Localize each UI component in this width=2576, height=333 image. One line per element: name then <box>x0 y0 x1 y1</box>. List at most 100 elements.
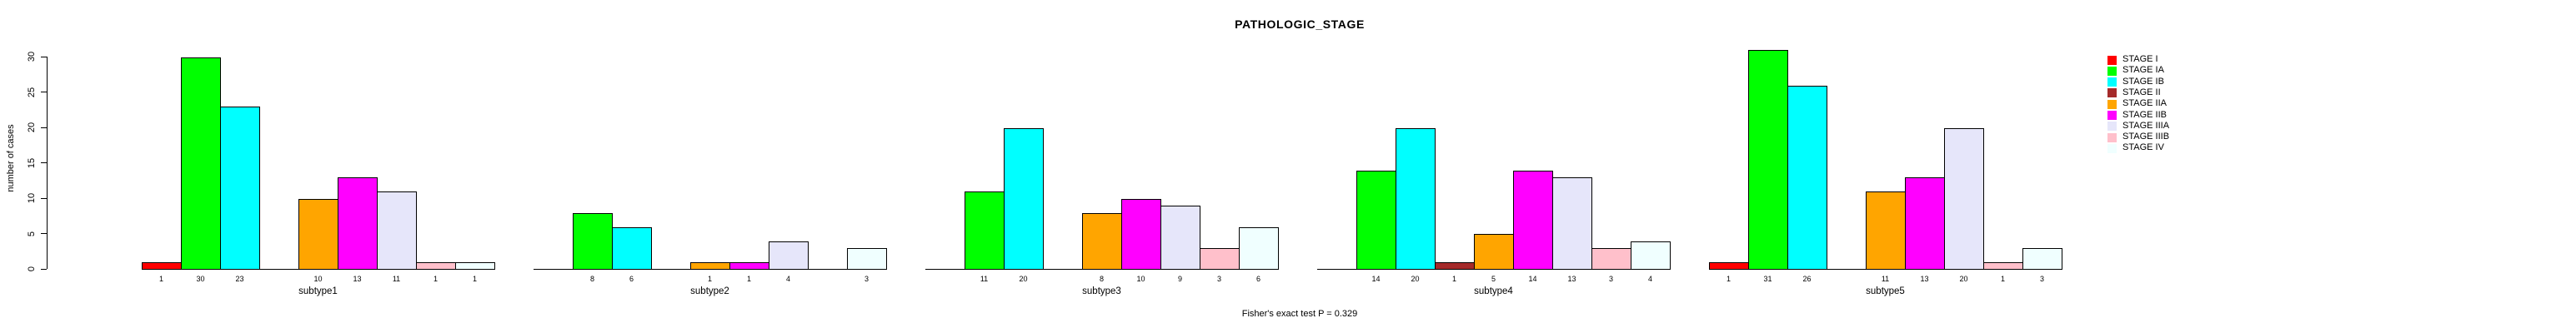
y-tick-label: 20 <box>27 122 37 133</box>
bar-value-label: 14 <box>1371 275 1381 283</box>
legend-swatch-stage-i <box>2107 55 2117 65</box>
bar-value-label: 23 <box>235 275 244 283</box>
y-tick-mark <box>41 162 47 163</box>
bar-stage-ib-subtype2 <box>612 227 652 270</box>
bar-stage-iiia-subtype1 <box>377 191 417 270</box>
bar-stage-iv-subtype2 <box>847 248 887 270</box>
y-tick-label: 15 <box>27 157 37 168</box>
legend-label-stage-iiia: STAGE IIIA <box>2122 120 2170 131</box>
y-axis-label: number of cases <box>6 124 16 192</box>
legend-label-stage-ib: STAGE IB <box>2122 76 2164 87</box>
x-category-label-subtype4: subtype4 <box>1474 286 1513 296</box>
legend-swatch-stage-ia <box>2107 66 2117 76</box>
bar-stage-i-subtype5 <box>1709 262 1749 270</box>
legend-label-stage-iiib: STAGE IIIB <box>2122 132 2170 142</box>
bar-stage-iiia-subtype5 <box>1944 128 1984 270</box>
bar-value-label: 1 <box>472 275 478 283</box>
bar-stage-iia-subtype3 <box>1082 213 1122 270</box>
bar-stage-iia-subtype4 <box>1474 234 1514 270</box>
y-tick-mark <box>41 197 47 199</box>
bar-stage-iib-subtype5 <box>1905 177 1945 270</box>
bar-value-label: 10 <box>313 275 323 283</box>
y-axis-line <box>47 57 48 269</box>
bar-value-label: 11 <box>980 275 989 283</box>
bar-value-label: 1 <box>1451 275 1457 283</box>
bar-value-label: 1 <box>158 275 164 283</box>
x-category-label-subtype3: subtype3 <box>1082 286 1121 296</box>
x-category-label-subtype1: subtype1 <box>298 286 338 296</box>
bar-stage-iib-subtype2 <box>729 262 769 270</box>
bar-value-label: 11 <box>1881 275 1890 283</box>
legend-label-stage-ia: STAGE IA <box>2122 65 2164 76</box>
bar-stage-iiib-subtype3 <box>1200 248 1240 270</box>
bar-stage-iv-subtype5 <box>2022 248 2062 270</box>
bar-stage-ia-subtype1 <box>181 57 221 270</box>
bar-stage-iib-subtype3 <box>1121 199 1161 270</box>
bar-value-label: 20 <box>1019 275 1028 283</box>
bar-stage-iiib-subtype5 <box>1983 262 2023 270</box>
bar-stage-ia-subtype5 <box>1748 50 1788 270</box>
bar-value-label: 3 <box>2039 275 2045 283</box>
legend-label-stage-iv: STAGE IV <box>2122 142 2164 153</box>
x-category-label-subtype2: subtype2 <box>690 286 729 296</box>
fisher-test-annotation: Fisher's exact test P = 0.329 <box>1241 309 1358 319</box>
bar-stage-ib-subtype4 <box>1396 128 1436 270</box>
bar-stage-ii-subtype4 <box>1435 262 1475 270</box>
bar-value-label: 13 <box>1920 275 1929 283</box>
bar-stage-iv-subtype3 <box>1239 227 1279 270</box>
legend-swatch-stage-iv <box>2107 143 2117 153</box>
legend-label-stage-iib: STAGE IIB <box>2122 109 2167 120</box>
legend-label-stage-i: STAGE I <box>2122 54 2158 64</box>
bar-value-label: 6 <box>629 275 634 283</box>
bar-value-label: 31 <box>1763 275 1772 283</box>
legend-swatch-stage-ii <box>2107 88 2117 98</box>
bar-value-label: 13 <box>353 275 362 283</box>
bar-stage-ib-subtype3 <box>1004 128 1044 270</box>
y-tick-mark <box>41 268 47 270</box>
bar-stage-ia-subtype3 <box>965 191 1005 270</box>
bar-value-label: 20 <box>1411 275 1420 283</box>
legend-label-stage-ii: STAGE II <box>2122 87 2161 97</box>
bar-stage-i-subtype1 <box>142 262 182 270</box>
bar-value-label: 1 <box>433 275 439 283</box>
bar-value-label: 3 <box>1216 275 1222 283</box>
bar-value-label: 13 <box>1567 275 1576 283</box>
bar-stage-ia-subtype4 <box>1356 171 1396 270</box>
bar-value-label: 1 <box>2000 275 2006 283</box>
bar-stage-ib-subtype1 <box>220 107 260 270</box>
bar-value-label: 10 <box>1136 275 1145 283</box>
bar-value-label: 30 <box>196 275 205 283</box>
bar-value-label: 14 <box>1528 275 1537 283</box>
legend-swatch-stage-iib <box>2107 111 2117 120</box>
bar-stage-iv-subtype1 <box>455 262 495 270</box>
bar-value-label: 6 <box>1255 275 1261 283</box>
bar-value-label: 1 <box>746 275 752 283</box>
bar-value-label: 3 <box>864 275 870 283</box>
bar-value-label: 4 <box>785 275 791 283</box>
bar-value-label: 4 <box>1647 275 1653 283</box>
bar-stage-iia-subtype5 <box>1866 191 1906 270</box>
y-tick-label: 10 <box>27 192 37 204</box>
legend-swatch-stage-iia <box>2107 99 2117 109</box>
bar-stage-ib-subtype5 <box>1787 86 1827 270</box>
bar-stage-iiia-subtype3 <box>1160 206 1200 270</box>
bar-stage-iia-subtype1 <box>298 199 338 270</box>
bar-stage-ia-subtype2 <box>573 213 613 270</box>
y-tick-mark <box>41 127 47 128</box>
bar-value-label: 11 <box>392 275 401 283</box>
legend-label-stage-iia: STAGE IIA <box>2122 98 2167 109</box>
bar-stage-iiib-subtype4 <box>1591 248 1631 270</box>
bar-value-label: 8 <box>1099 275 1105 283</box>
bar-stage-iib-subtype4 <box>1513 171 1553 270</box>
chart-title: PATHOLOGIC_STAGE <box>1235 17 1365 31</box>
bar-stage-iv-subtype4 <box>1631 241 1671 270</box>
bar-value-label: 1 <box>1726 275 1732 283</box>
bar-value-label: 8 <box>589 275 595 283</box>
bar-stage-iiib-subtype1 <box>416 262 456 270</box>
legend-swatch-stage-iiib <box>2107 132 2117 142</box>
legend-swatch-stage-iiia <box>2107 122 2117 132</box>
y-tick-label: 0 <box>27 266 37 272</box>
legend-swatch-stage-ib <box>2107 77 2117 87</box>
bar-stage-iia-subtype2 <box>690 262 730 270</box>
